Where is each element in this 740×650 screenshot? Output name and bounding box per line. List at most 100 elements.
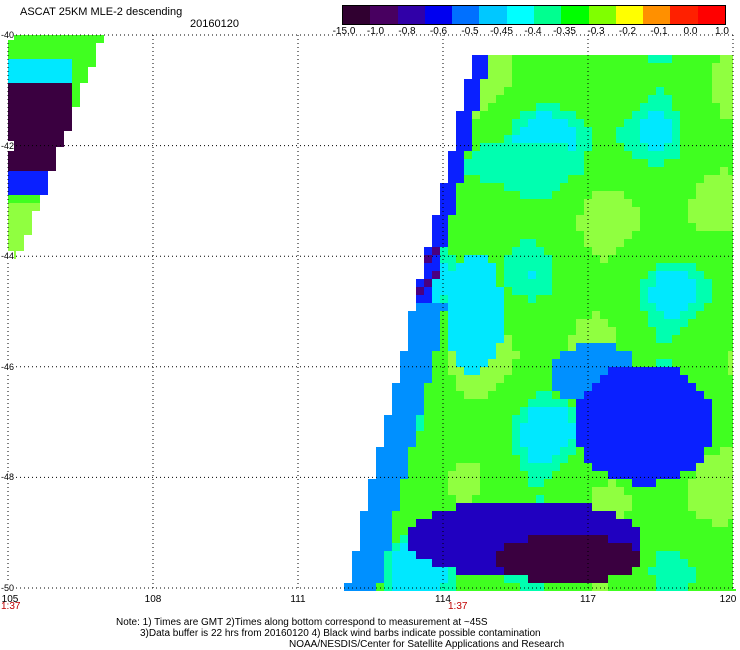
wind-cell <box>696 567 704 575</box>
wind-cell <box>656 79 664 87</box>
wind-cell <box>648 327 656 335</box>
wind-cell <box>616 183 624 191</box>
wind-cell <box>648 535 656 543</box>
wind-cell <box>560 551 568 559</box>
wind-cell <box>704 431 712 439</box>
wind-cell <box>712 303 720 311</box>
wind-cell <box>720 223 728 231</box>
wind-cell <box>488 247 496 255</box>
wind-cell <box>528 295 536 303</box>
wind-cell <box>704 191 712 199</box>
wind-cell <box>592 455 600 463</box>
wind-cell <box>472 375 480 383</box>
wind-cell <box>656 343 664 351</box>
wind-cell <box>568 199 576 207</box>
wind-cell <box>560 175 568 183</box>
wind-cell <box>72 75 80 83</box>
wind-cell <box>472 455 480 463</box>
wind-cell <box>576 327 584 335</box>
wind-cell <box>392 495 400 503</box>
wind-cell <box>640 359 648 367</box>
wind-cell <box>720 71 728 79</box>
wind-cell <box>488 63 496 71</box>
wind-cell <box>640 535 648 543</box>
wind-cell <box>512 63 520 71</box>
wind-cell <box>608 79 616 87</box>
wind-cell <box>512 55 520 63</box>
wind-cell <box>680 439 688 447</box>
wind-cell <box>648 567 656 575</box>
wind-cell <box>632 111 640 119</box>
wind-cell <box>456 423 464 431</box>
wind-cell <box>648 55 656 63</box>
wind-cell <box>408 335 416 343</box>
wind-cell <box>488 455 496 463</box>
wind-cell <box>624 439 632 447</box>
wind-cell <box>608 183 616 191</box>
wind-cell <box>688 175 696 183</box>
longitude-label: 114 <box>435 594 451 605</box>
wind-cell <box>488 143 496 151</box>
wind-cell <box>568 231 576 239</box>
wind-cell <box>488 463 496 471</box>
wind-cell <box>664 239 672 247</box>
wind-cell <box>664 567 672 575</box>
wind-cell <box>576 431 584 439</box>
wind-cell <box>592 383 600 391</box>
wind-cell <box>408 351 416 359</box>
wind-cell <box>576 471 584 479</box>
wind-cell <box>416 359 424 367</box>
wind-cell <box>472 127 480 135</box>
wind-cell <box>552 263 560 271</box>
wind-cell <box>464 535 472 543</box>
wind-cell <box>592 359 600 367</box>
wind-cell <box>544 583 552 591</box>
wind-cell <box>536 503 544 511</box>
wind-cell <box>576 159 584 167</box>
wind-cell <box>720 479 728 487</box>
wind-cell <box>728 391 736 399</box>
wind-cell <box>488 407 496 415</box>
wind-cell <box>680 351 688 359</box>
wind-cell <box>544 239 552 247</box>
wind-cell <box>536 303 544 311</box>
wind-cell <box>696 351 704 359</box>
color-scale-label: -0.8 <box>398 26 416 37</box>
wind-cell <box>624 279 632 287</box>
wind-cell <box>448 447 456 455</box>
wind-cell <box>400 359 408 367</box>
wind-cell <box>48 51 56 59</box>
wind-cell <box>568 439 576 447</box>
wind-cell <box>432 343 440 351</box>
wind-cell <box>664 463 672 471</box>
wind-cell <box>680 127 688 135</box>
wind-cell <box>592 391 600 399</box>
wind-cell <box>696 159 704 167</box>
wind-cell <box>704 239 712 247</box>
wind-cell <box>600 463 608 471</box>
wind-cell <box>560 455 568 463</box>
wind-cell <box>520 175 528 183</box>
wind-cell <box>536 367 544 375</box>
wind-cell <box>608 55 616 63</box>
wind-cell <box>640 215 648 223</box>
wind-cell <box>712 239 720 247</box>
wind-cell <box>432 319 440 327</box>
wind-cell <box>528 231 536 239</box>
wind-cell <box>624 455 632 463</box>
wind-cell <box>608 543 616 551</box>
wind-cell <box>688 127 696 135</box>
wind-cell <box>712 511 720 519</box>
wind-cell <box>560 263 568 271</box>
wind-cell <box>448 511 456 519</box>
wind-cell <box>416 423 424 431</box>
wind-cell <box>496 375 504 383</box>
wind-cell <box>544 415 552 423</box>
wind-cell <box>720 383 728 391</box>
wind-cell <box>520 359 528 367</box>
wind-cell <box>568 311 576 319</box>
wind-cell <box>96 35 104 43</box>
wind-cell <box>656 239 664 247</box>
wind-cell <box>552 159 560 167</box>
wind-cell <box>632 303 640 311</box>
